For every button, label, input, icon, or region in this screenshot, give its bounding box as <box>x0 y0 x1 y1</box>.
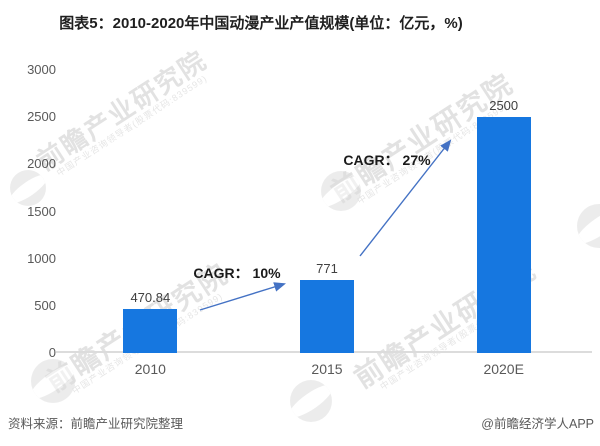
bar-value-label: 2500 <box>489 98 519 114</box>
footer-brand: @前瞻经济学人APP <box>481 417 594 431</box>
bar-2015 <box>300 280 354 353</box>
cagr-annotation-2: CAGR： 27% <box>343 152 431 168</box>
bar-group-2015: 771 <box>239 70 416 353</box>
bar-2020E <box>476 117 531 353</box>
cagr-arrow-2010-2015 <box>199 282 287 311</box>
x-axis-label: 2020E <box>483 361 524 377</box>
y-axis: 0 500 1000 1500 2000 2500 3000 <box>0 0 56 446</box>
cagr-arrow-2015-2020 <box>359 139 452 257</box>
bar-group-2010: 470.84 <box>62 70 239 353</box>
bar-value-label: 470.84 <box>130 289 171 305</box>
trend-arrows <box>199 139 452 311</box>
bar-value-label: 771 <box>316 261 338 277</box>
y-tick-label: 2500 <box>27 109 56 125</box>
bar-plot-area: 470.84 771 2500 <box>62 70 592 353</box>
x-axis-label: 2010 <box>134 361 166 377</box>
cagr-annotation-1: CAGR： 10% <box>193 265 281 281</box>
y-tick-label: 3000 <box>27 62 56 77</box>
x-axis: 2010 2015 2020E <box>62 361 592 377</box>
y-tick-label: 500 <box>34 297 56 313</box>
chart-title: 图表5：2010-2020年中国动漫产业产值规模(单位：亿元，%) <box>59 15 463 32</box>
watermark-logo-icon <box>290 380 332 422</box>
y-tick-label: 0 <box>48 345 56 360</box>
footer-source: 资料来源：前瞻产业研究院整理 <box>8 417 184 431</box>
x-axis-label: 2015 <box>311 361 343 377</box>
y-tick-label: 1000 <box>27 250 56 266</box>
y-tick-label: 1500 <box>27 203 56 219</box>
y-tick-label: 2000 <box>27 156 56 172</box>
bar-2010 <box>123 308 178 353</box>
bar-group-2020E: 2500 <box>415 70 592 353</box>
